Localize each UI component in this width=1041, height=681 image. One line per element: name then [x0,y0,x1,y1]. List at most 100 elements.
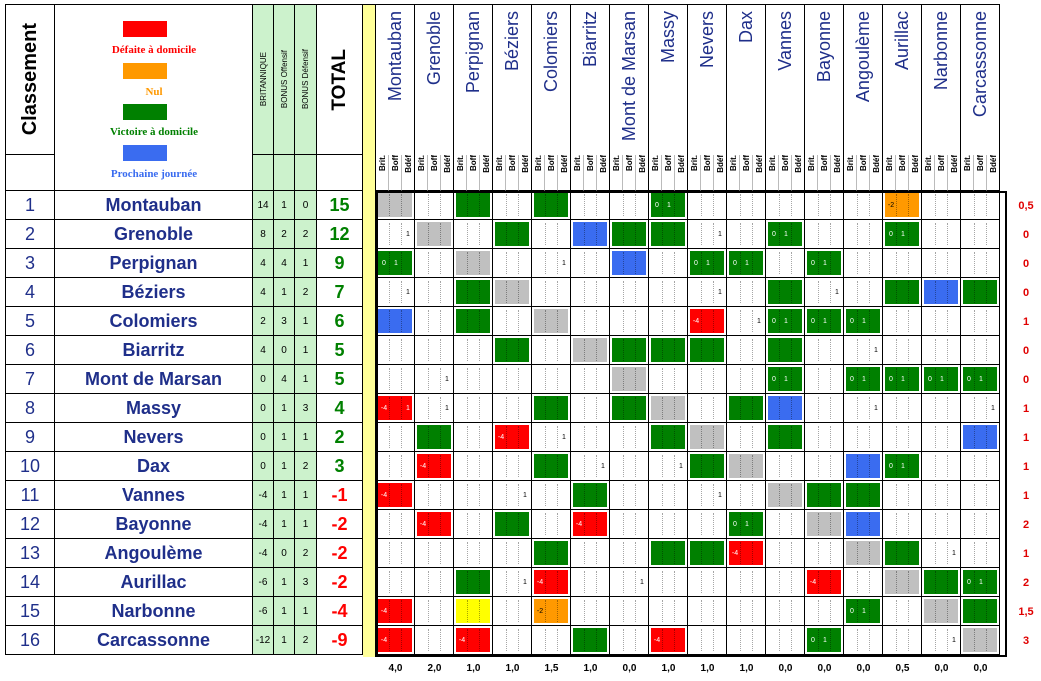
match-sub-value [831,221,843,247]
match-cell [610,278,649,307]
match-cell [571,597,610,626]
stat-boff: 1 [274,423,295,452]
match-fill [807,454,841,478]
extra-value: 1 [1022,315,1030,328]
match-sub-value [924,453,936,479]
match-sub-value [753,598,765,624]
match-cell [883,394,922,423]
match-sub-value [846,569,858,595]
match-sub-value [402,482,414,508]
match-sub-value [573,598,585,624]
match-sub-value [402,250,414,276]
sub-label: Brit. [922,155,935,191]
match-sub-value [936,482,948,508]
match-fill [612,454,646,478]
match-sub-value [975,308,987,334]
opponent-header-label: Grenoble [423,11,444,86]
match-sub-value [729,337,741,363]
opponent-header-label: Mont de Marsan [618,11,639,142]
match-sub-value [651,308,663,334]
match-sub-value [987,627,999,653]
match-sub-value [753,453,765,479]
match-fill [495,570,529,594]
match-sub-value [936,569,948,595]
match-sub-value [870,424,882,450]
match-sub-value [534,424,546,450]
match-cell: -4 [415,452,454,481]
match-sub-value [597,511,609,537]
match-fill [690,280,724,304]
match-sub-value [870,192,882,218]
total-points: -9 [317,626,363,655]
match-sub-value: -4 [729,540,741,566]
match-sub-value [495,250,507,276]
match-cell [766,423,805,452]
match-cell [649,249,688,278]
match-cell [610,452,649,481]
match-fill [846,570,880,594]
match-fill [651,570,685,594]
stat-bdef: 2 [295,626,317,655]
match-sub-value [624,511,636,537]
match-sub-value [714,308,726,334]
match-sub-value [831,308,843,334]
match-sub-value [651,250,663,276]
match-sub-value [390,511,402,537]
stat-bdef: 2 [295,539,317,568]
match-sub-value [780,482,792,508]
match-sub-value [741,308,753,334]
match-fill [729,309,763,333]
match-sub-value [963,395,975,421]
match-sub-value [702,482,714,508]
match-fill [417,483,451,507]
match-sub-value [975,482,987,508]
match-cell [649,423,688,452]
match-sub-value [612,424,624,450]
extra-value: 3 [1022,634,1030,647]
match-sub-value [936,221,948,247]
match-sub-value [378,337,390,363]
match-fill [807,367,841,391]
match-sub-value [663,482,675,508]
match-sub-value [480,279,492,305]
match-sub-value [495,511,507,537]
match-sub-value [807,366,819,392]
match-sub-value [858,424,870,450]
match-sub-value [534,250,546,276]
match-sub-value [585,308,597,334]
classement-subheader [5,155,55,191]
match-fill [456,570,490,594]
match-sub-value [963,279,975,305]
match-cell [883,307,922,336]
sub-label: Bdéf [753,155,766,191]
match-sub-value [714,366,726,392]
match-fill [924,628,958,652]
match-sub-value [963,250,975,276]
match-sub-value [585,424,597,450]
match-cell: -4 [415,510,454,539]
match-sub-value [729,366,741,392]
match-sub-value [507,192,519,218]
match-sub-value [870,453,882,479]
match-sub-value [651,540,663,566]
match-sub-value [441,569,453,595]
match-sub-value [846,424,858,450]
stat-boff: 4 [274,365,295,394]
match-sub-value [495,627,507,653]
match-sub-value [870,569,882,595]
sub-label-text: Brit. [377,155,387,171]
match-sub-value [429,453,441,479]
opponent-header-label: Béziers [501,11,522,72]
match-fill [807,483,841,507]
match-fill [417,222,451,246]
match-sub-value [858,279,870,305]
match-sub-value [480,250,492,276]
match-sub-value [909,395,921,421]
match-sub-value [924,569,936,595]
match-fill [495,280,529,304]
opponent-header-label: Perpignan [462,11,483,94]
match-sub-value [768,627,780,653]
match-sub-value [558,627,570,653]
match-fill [612,541,646,565]
